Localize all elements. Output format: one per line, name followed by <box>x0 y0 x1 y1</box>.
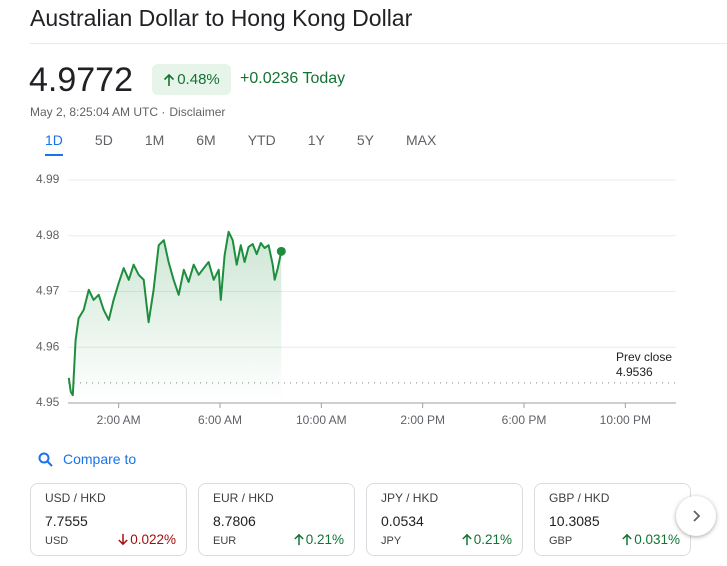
down-arrow <box>118 533 128 546</box>
search-icon <box>38 452 53 467</box>
y-tick-label: 4.99 <box>36 172 60 186</box>
timestamp: May 2, 8:25:04 AM UTC · <box>30 105 166 119</box>
pair-name: GBP / HKD <box>549 491 610 505</box>
change-percent: 0.48% <box>177 71 220 88</box>
pair-price: 0.0534 <box>381 513 424 529</box>
area-fill <box>68 231 282 403</box>
compare-card[interactable]: EUR / HKD 8.7806 EUR 0.21% <box>198 483 355 556</box>
pair-name: USD / HKD <box>45 491 106 505</box>
up-arrow <box>164 73 175 86</box>
pair-change: 0.031% <box>621 532 680 547</box>
compare-label: Compare to <box>63 451 137 467</box>
range-tab[interactable]: 6M <box>196 132 216 148</box>
last-point <box>276 246 286 256</box>
compare-card[interactable]: GBP / HKD 10.3085 GBP 0.031% <box>534 483 691 556</box>
range-tab[interactable]: 1D <box>45 132 63 156</box>
price-line <box>67 230 283 397</box>
next-button[interactable] <box>676 496 716 536</box>
range-tab[interactable]: 1Y <box>307 132 325 148</box>
pair-price: 7.7555 <box>45 513 88 529</box>
compare-card[interactable]: USD / HKD 7.7555 USD 0.022% <box>30 483 187 556</box>
prev-close-label: Prev close <box>616 350 672 364</box>
price: 4.9772 <box>29 61 133 99</box>
x-tick-label: 6:00 AM <box>198 413 242 427</box>
range-tabs: 1D 5D 1M 6M YTD 1Y 5Y MAX <box>45 132 436 156</box>
up-arrow <box>294 533 304 546</box>
x-tick-label: 2:00 AM <box>97 413 141 427</box>
x-tick-label: 10:00 AM <box>296 413 347 427</box>
x-tick-label: 2:00 PM <box>400 413 445 427</box>
currency-code: GBP <box>549 535 573 547</box>
range-tab[interactable]: 1M <box>144 132 165 148</box>
x-tick-label: 6:00 PM <box>502 413 547 427</box>
change-value: 0.031% <box>634 532 680 547</box>
range-tab[interactable]: YTD <box>247 132 276 148</box>
timestamp-row: May 2, 8:25:04 AM UTC · Disclaimer <box>30 105 225 119</box>
prev-close-value: 4.9536 <box>616 365 653 379</box>
range-tab[interactable]: 5Y <box>356 132 374 148</box>
pair-name: EUR / HKD <box>213 491 274 505</box>
up-arrow <box>462 533 472 546</box>
change-value: 0.022% <box>130 532 176 547</box>
up-arrow <box>622 533 632 546</box>
x-tick-label: 10:00 PM <box>600 413 651 427</box>
currency-code: USD <box>45 535 69 547</box>
title: Australian Dollar to Hong Kong Dollar <box>30 5 413 31</box>
change-absolute: +0.0236 Today <box>240 70 346 87</box>
y-tick-label: 4.96 <box>36 339 60 353</box>
compare-card[interactable]: JPY / HKD 0.0534 JPY 0.21% <box>366 483 523 556</box>
range-tab[interactable]: 5D <box>94 132 113 148</box>
pair-price: 8.7806 <box>213 513 256 529</box>
divider <box>30 43 727 44</box>
chevron <box>693 510 701 522</box>
range-tab[interactable]: MAX <box>405 132 437 148</box>
chart: 4.95 4.96 4.97 4.98 4.99 2:00 AM 6:00 AM 10:00 … <box>36 172 676 427</box>
currency-code: JPY <box>381 535 402 547</box>
y-tick-label: 4.95 <box>36 395 60 409</box>
compare-button[interactable]: Compare to <box>38 451 136 467</box>
pair-price: 10.3085 <box>549 513 600 529</box>
disclaimer-link[interactable]: Disclaimer <box>169 105 226 119</box>
change-badge: 0.48% <box>152 64 231 95</box>
pair-change: 0.022% <box>117 532 176 547</box>
pair-change: 0.21% <box>461 532 512 547</box>
pair-name: JPY / HKD <box>381 491 439 505</box>
y-tick-label: 4.98 <box>36 228 60 242</box>
change-value: 0.21% <box>473 532 512 547</box>
currency-code: EUR <box>213 535 237 547</box>
y-tick-label: 4.97 <box>36 284 60 298</box>
change-value: 0.21% <box>305 532 344 547</box>
pair-change: 0.21% <box>293 532 344 547</box>
